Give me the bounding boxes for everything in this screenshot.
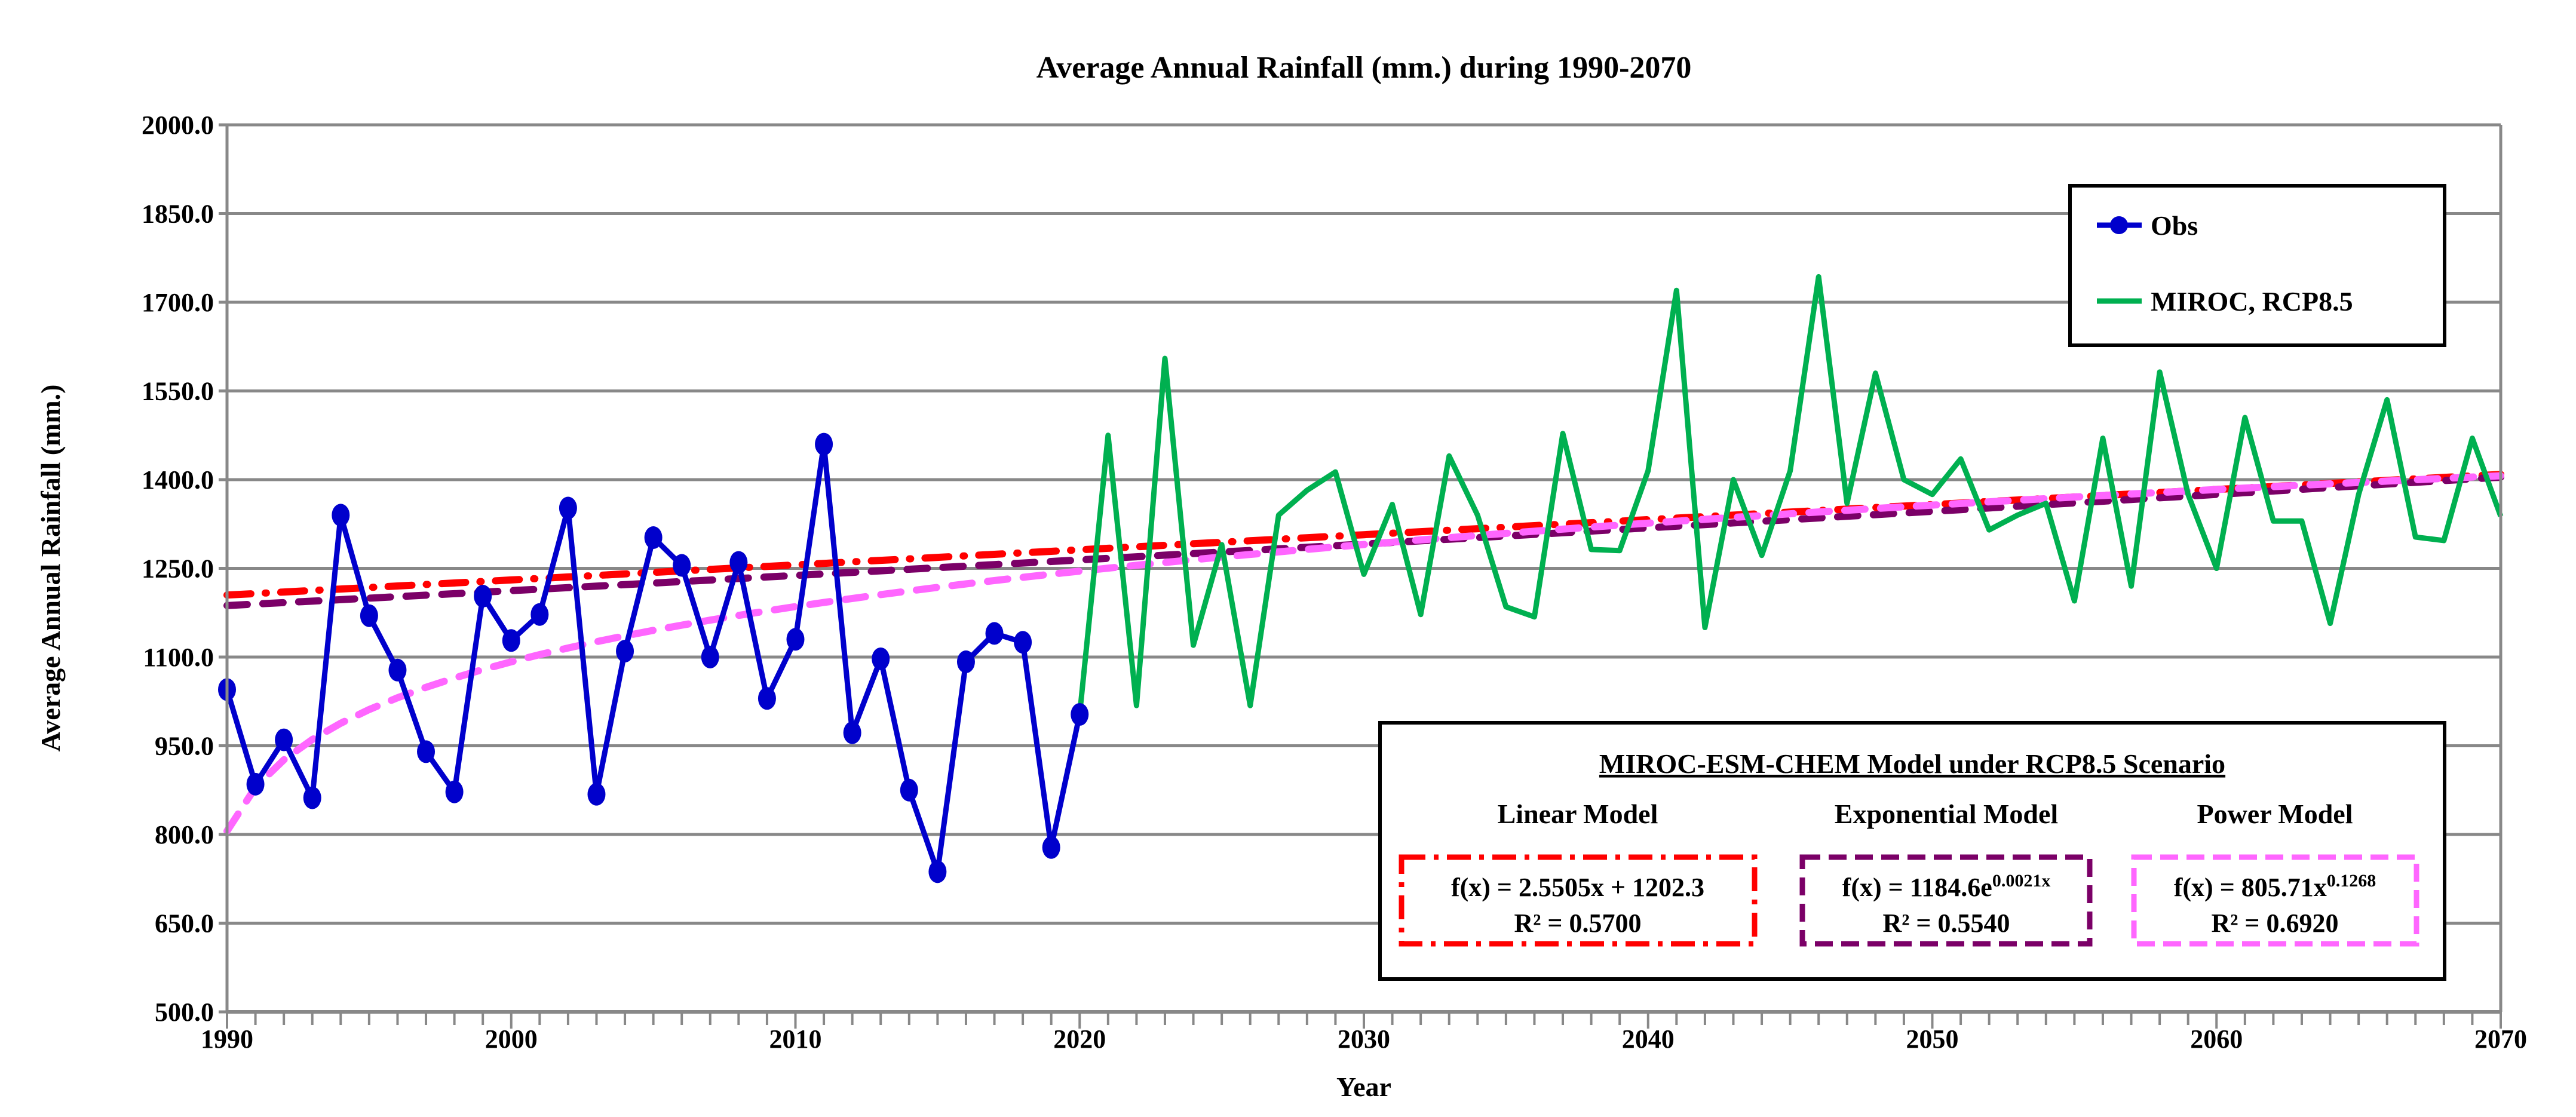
obs-point <box>417 740 436 763</box>
y-tick-label: 1550.0 <box>142 377 214 406</box>
obs-point <box>1071 703 1089 726</box>
trendline-exponential <box>223 473 2504 609</box>
trendline-power <box>223 472 2504 835</box>
obs-point <box>360 604 378 627</box>
obs-point <box>1014 631 1032 654</box>
obs-point <box>530 603 549 626</box>
obs-point <box>701 646 719 668</box>
power-equation: f(x) = 805.71x0.1268 <box>2174 871 2376 902</box>
obs-point <box>928 860 947 883</box>
y-tick-label: 650.0 <box>155 909 214 938</box>
exponential-r2: R² = 0.5540 <box>1882 909 2010 938</box>
obs-point <box>673 554 691 577</box>
y-tick-label: 1400.0 <box>142 465 214 495</box>
x-tick-label: 1990 <box>201 1024 253 1054</box>
obs-point <box>474 585 492 608</box>
power-heading: Power Model <box>2197 799 2353 829</box>
trendline-linear <box>223 471 2504 599</box>
obs-point <box>502 629 520 652</box>
obs-point <box>445 780 464 803</box>
y-tick-label: 1700.0 <box>142 288 214 317</box>
obs-point <box>246 772 265 796</box>
obs-point <box>843 721 861 744</box>
obs-point <box>332 504 350 527</box>
power-r2: R² = 0.6920 <box>2211 909 2338 938</box>
obs-point <box>872 647 890 670</box>
x-tick-label: 2000 <box>485 1024 538 1054</box>
linear-r2: R² = 0.5700 <box>1514 909 1641 938</box>
linear-equation: f(x) = 2.5505x + 1202.3 <box>1451 873 1704 902</box>
legend: Obs MIROC, RCP8.5 <box>2068 184 2446 347</box>
exponential-equation: f(x) = 1184.6e0.0021x <box>1842 871 2051 902</box>
y-tick-label: 1100.0 <box>143 643 214 672</box>
obs-point <box>388 658 407 682</box>
obs-point <box>644 526 663 550</box>
chart-title: Average Annual Rainfall (mm.) during 199… <box>1036 51 1692 85</box>
obs-point <box>303 786 321 809</box>
y-tick-label: 1850.0 <box>142 200 214 229</box>
series-line-miroc <box>1077 274 2504 715</box>
obs-point <box>758 687 776 710</box>
legend-obs: Obs <box>2151 210 2198 241</box>
legend-miroc: MIROC, RCP8.5 <box>2151 286 2353 317</box>
x-tick-label: 2020 <box>1053 1024 1106 1054</box>
obs-point <box>616 640 634 663</box>
obs-point <box>985 622 1004 645</box>
x-tick-label: 2010 <box>769 1024 822 1054</box>
y-tick-label: 950.0 <box>155 732 214 761</box>
x-axis-label: Year <box>1336 1072 1391 1102</box>
trendlines <box>223 471 2504 835</box>
obs-point <box>900 778 918 802</box>
obs-point <box>1042 836 1060 859</box>
obs-point <box>559 496 577 520</box>
obs-point <box>275 728 293 751</box>
x-tick-label: 2060 <box>2190 1024 2243 1054</box>
x-tick-label: 2040 <box>1622 1024 1675 1054</box>
obs-point <box>786 628 805 651</box>
obs-point <box>956 650 975 673</box>
legend-obs-marker <box>2110 216 2128 234</box>
x-tick-label: 2030 <box>1338 1024 1390 1054</box>
y-tick-label: 800.0 <box>155 820 214 849</box>
exponential-heading: Exponential Model <box>1835 799 2058 829</box>
x-tick-label: 2070 <box>2474 1024 2527 1054</box>
model-box-title: MIROC-ESM-CHEM Model under RCP8.5 Scenar… <box>1599 748 2225 779</box>
y-tick-label: 1250.0 <box>142 554 214 584</box>
obs-point <box>729 551 748 574</box>
linear-heading: Linear Model <box>1498 799 1658 829</box>
obs-point <box>815 432 833 456</box>
model-box: MIROC-ESM-CHEM Model under RCP8.5 Scenar… <box>1378 721 2446 981</box>
data-series <box>218 274 2504 883</box>
y-axis-label: Average Annual Rainfall (mm.) <box>35 384 66 751</box>
obs-point <box>587 782 606 806</box>
y-tick-label: 2000.0 <box>142 111 214 140</box>
y-tick-label: 500.0 <box>155 998 214 1027</box>
axes: 500.0 650.0 800.0 950.0 1100.0 1250.0 1400.0 15… <box>142 111 2527 1054</box>
x-tick-label: 2050 <box>1906 1024 1959 1054</box>
